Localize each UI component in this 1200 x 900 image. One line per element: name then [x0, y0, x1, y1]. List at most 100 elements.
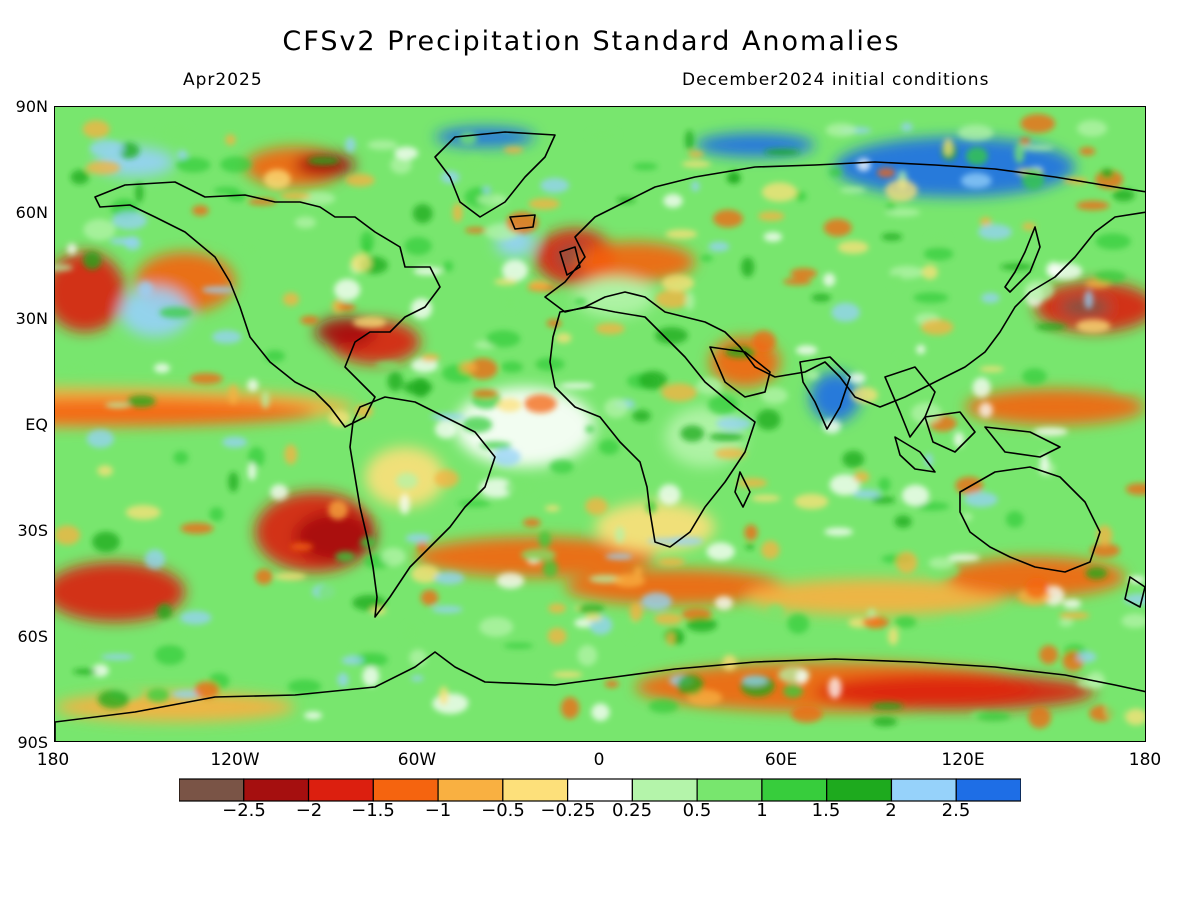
anomaly-patch	[55, 562, 185, 622]
anomaly-patch	[1124, 593, 1145, 606]
anomaly-patch	[661, 274, 695, 292]
anomaly-patch	[885, 179, 918, 202]
anomaly-patch	[549, 459, 574, 474]
map-background	[55, 107, 1145, 741]
anomaly-patch	[894, 515, 912, 528]
anomaly-patch	[823, 273, 836, 287]
coastlines	[55, 131, 1145, 741]
anomaly-patch	[1025, 577, 1049, 599]
anomaly-patch	[479, 617, 514, 637]
anomaly-patch	[351, 253, 372, 273]
anomaly-patch	[629, 602, 643, 622]
anomaly-patch	[916, 344, 926, 355]
anomaly-patch	[494, 278, 518, 286]
anomaly-patch	[645, 500, 657, 514]
colorbar-swatch	[696, 778, 763, 802]
anomaly-patch	[831, 302, 860, 322]
coastline-arabia	[709, 346, 771, 398]
anomaly-patch	[761, 540, 780, 560]
anomaly-patch	[492, 448, 521, 467]
anomaly-patch	[438, 686, 449, 706]
coastline-new-guinea	[984, 426, 1061, 458]
anomaly-patch	[837, 240, 869, 254]
anomaly-patch	[976, 711, 1011, 722]
colorbar-label: −2.5	[222, 800, 266, 821]
anomaly-patch	[390, 156, 412, 174]
anomaly-patch	[109, 237, 138, 245]
anomaly-patch	[154, 644, 185, 666]
anomaly-patch	[538, 531, 552, 548]
anomaly-patch	[966, 147, 988, 166]
colorbar-label: 0.5	[682, 800, 712, 821]
anomaly-patch	[965, 389, 1145, 425]
lat-label-30n: 30N	[15, 309, 48, 328]
anomaly-patch	[842, 450, 865, 468]
anomaly-patch	[741, 675, 768, 686]
anomaly-patch	[100, 653, 134, 661]
anomaly-patch	[1021, 144, 1055, 151]
anomaly-patch	[452, 203, 463, 223]
anomaly-patch	[828, 677, 842, 699]
anomaly-patch	[505, 477, 538, 498]
anomaly-patch	[179, 610, 212, 625]
colorbar-label: −0.25	[540, 800, 596, 821]
anomaly-patch	[544, 505, 560, 512]
anomaly-patch	[822, 419, 841, 434]
anomaly-patch	[270, 484, 289, 501]
anomaly-patch	[345, 137, 356, 153]
anomaly-patch	[307, 156, 340, 166]
anomaly-patch	[825, 123, 857, 137]
coastline-antarctica	[55, 651, 1145, 741]
anomaly-patch	[294, 216, 316, 229]
anomaly-patch	[443, 260, 454, 272]
anomaly-patch	[341, 655, 364, 665]
lon-label-180e: 180	[1128, 750, 1162, 770]
anomaly-patch	[1093, 270, 1127, 284]
anomaly-patch	[783, 278, 812, 286]
anomaly-patch	[144, 549, 166, 569]
anomaly-patch	[434, 571, 465, 585]
lat-label-90n: 90N	[15, 97, 48, 116]
anomaly-patch	[55, 264, 74, 271]
anomaly-patch	[760, 387, 788, 404]
anomaly-patch	[727, 170, 741, 184]
anomaly-patch	[713, 209, 743, 228]
colorbar-label: 1.5	[811, 800, 841, 821]
anomaly-patch	[362, 666, 380, 687]
anomaly-patch	[560, 697, 580, 719]
lon-label-0: 0	[593, 750, 605, 770]
anomaly-patch	[1112, 188, 1135, 202]
anomaly-patch	[280, 192, 311, 200]
anomaly-patch	[255, 568, 273, 585]
anomaly-patch	[394, 146, 419, 160]
anomaly-patch	[328, 500, 348, 520]
colorbar-label: 0.25	[611, 800, 653, 821]
anomaly-patch	[380, 547, 406, 566]
anomaly-patch	[668, 536, 704, 546]
anomaly-patch	[1128, 575, 1145, 584]
anomaly-patch	[761, 182, 798, 202]
anomaly-patch	[805, 369, 820, 380]
anomaly-patch	[795, 345, 818, 356]
anomaly-patch	[756, 409, 781, 430]
anomaly-patch	[815, 674, 1095, 710]
coastline-borneo	[924, 411, 976, 453]
anomaly-patch	[585, 497, 608, 515]
anomaly-patch	[135, 182, 144, 203]
lat-label-eq: EQ	[25, 415, 48, 434]
anomaly-patch	[591, 703, 610, 721]
anomaly-patch	[790, 268, 818, 279]
anomaly-patch	[895, 354, 905, 372]
anomaly-patch	[794, 493, 829, 510]
anomaly-patch	[658, 484, 681, 506]
anomaly-patch	[853, 471, 870, 483]
lat-label-30s: 30S	[17, 521, 48, 540]
anomaly-patch	[73, 641, 97, 652]
anomaly-patch	[751, 494, 781, 502]
anomaly-patch	[194, 681, 220, 699]
anomaly-patch	[1040, 453, 1049, 474]
lon-label-60w: 60W	[397, 750, 437, 770]
coastline-greenland	[434, 131, 556, 218]
anomaly-patch	[655, 327, 688, 344]
anomaly-patch	[180, 522, 214, 534]
